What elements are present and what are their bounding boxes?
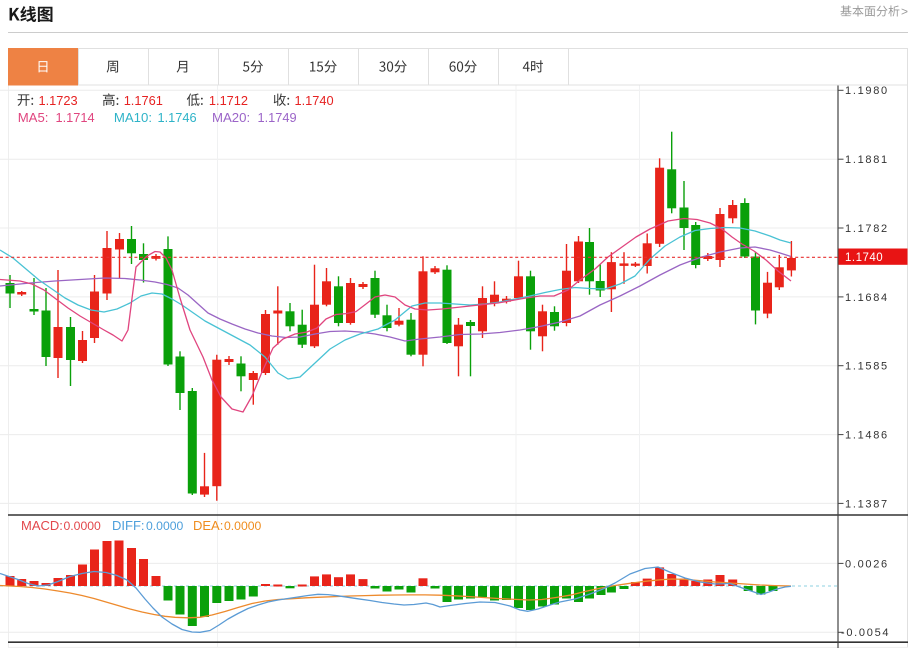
svg-text:1.1881: 1.1881 — [845, 154, 889, 166]
svg-text:DIFF:: DIFF: — [112, 518, 145, 533]
svg-text:1.1740: 1.1740 — [845, 252, 883, 264]
svg-text:DEA:: DEA: — [193, 518, 223, 533]
svg-text:-0.0054: -0.0054 — [841, 627, 890, 639]
svg-text:0.0000: 0.0000 — [64, 519, 101, 533]
svg-text:1.1980: 1.1980 — [845, 85, 889, 97]
svg-text:0.0000: 0.0000 — [146, 519, 183, 533]
svg-text:1.1782: 1.1782 — [845, 223, 889, 235]
svg-text:1.1723: 1.1723 — [39, 93, 78, 108]
svg-text:1.1749: 1.1749 — [258, 110, 297, 125]
svg-text:>: > — [901, 5, 908, 19]
svg-text:MA10:: MA10: — [114, 110, 152, 125]
svg-text:1.1746: 1.1746 — [158, 110, 197, 125]
svg-text:1.1684: 1.1684 — [845, 292, 889, 304]
svg-text:1.1714: 1.1714 — [56, 110, 95, 125]
svg-text:0.0000: 0.0000 — [224, 519, 261, 533]
svg-text:MACD:: MACD: — [21, 518, 63, 533]
svg-text:MA5:: MA5: — [18, 110, 49, 125]
svg-text:1.1486: 1.1486 — [845, 430, 889, 442]
svg-text:0.0026: 0.0026 — [845, 558, 889, 570]
svg-text:1.1387: 1.1387 — [845, 498, 889, 510]
svg-text:MA20:: MA20: — [212, 110, 250, 125]
svg-text:1.1585: 1.1585 — [845, 361, 889, 373]
svg-text:1.1712: 1.1712 — [209, 93, 248, 108]
svg-text:1.1761: 1.1761 — [124, 93, 163, 108]
svg-text:1.1740: 1.1740 — [295, 93, 334, 108]
